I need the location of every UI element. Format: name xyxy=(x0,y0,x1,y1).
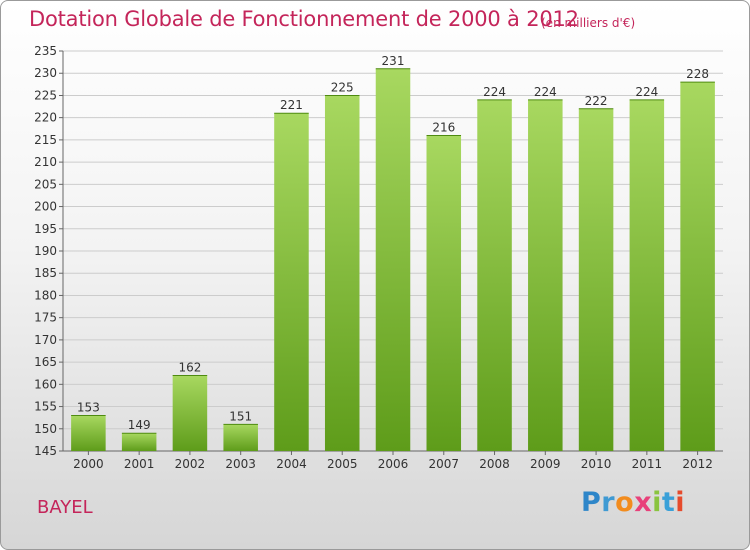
logo-letter: i xyxy=(652,487,662,518)
bar xyxy=(223,424,258,451)
bar xyxy=(324,95,360,451)
logo-letter: t xyxy=(661,487,676,518)
chart-title: Dotation Globale de Fonctionnement de 20… xyxy=(29,7,579,31)
y-tick-label: 220 xyxy=(34,111,57,125)
y-tick-label: 180 xyxy=(34,288,57,302)
x-tick-label: 2002 xyxy=(175,457,206,471)
bar xyxy=(629,99,665,451)
x-tick-label: 2001 xyxy=(124,457,155,471)
data-label: 221 xyxy=(280,98,303,112)
y-tick-label: 150 xyxy=(34,422,57,436)
x-tick-label: 2009 xyxy=(530,457,561,471)
logo-letter: x xyxy=(634,487,653,518)
data-label: 224 xyxy=(483,85,506,99)
y-tick-label: 225 xyxy=(34,88,57,102)
logo-letter: i xyxy=(675,487,686,518)
data-label: 153 xyxy=(77,400,100,414)
bar xyxy=(680,82,715,451)
y-tick-label: 160 xyxy=(34,377,57,391)
y-tick-label: 230 xyxy=(34,66,57,80)
bar xyxy=(172,375,208,451)
proxiti-logo[interactable]: Proxiti xyxy=(581,487,685,518)
y-tick-label: 195 xyxy=(34,222,57,236)
y-tick-label: 235 xyxy=(34,44,57,58)
x-tick-label: 2007 xyxy=(428,457,459,471)
x-tick-label: 2004 xyxy=(276,457,307,471)
y-tick-label: 170 xyxy=(34,333,57,347)
bar xyxy=(121,433,157,451)
data-label: 222 xyxy=(585,94,608,108)
bar xyxy=(71,415,106,451)
x-tick-label: 2011 xyxy=(632,457,663,471)
bar xyxy=(528,99,563,451)
data-label: 162 xyxy=(178,360,201,374)
data-label: 149 xyxy=(128,418,151,432)
bar xyxy=(578,108,614,452)
bar xyxy=(375,68,411,452)
data-label: 151 xyxy=(229,409,252,423)
commune-name: BAYEL xyxy=(37,497,93,518)
y-tick-label: 200 xyxy=(34,200,57,214)
x-tick-label: 2012 xyxy=(682,457,713,471)
bar xyxy=(274,113,309,451)
y-tick-label: 175 xyxy=(34,311,57,325)
data-label: 224 xyxy=(534,85,557,99)
data-label: 231 xyxy=(382,54,405,68)
y-tick-label: 155 xyxy=(34,400,57,414)
data-label: 228 xyxy=(686,67,709,81)
x-tick-label: 2010 xyxy=(581,457,612,471)
y-tick-label: 205 xyxy=(34,177,57,191)
y-tick-label: 215 xyxy=(34,133,57,147)
x-tick-label: 2003 xyxy=(225,457,256,471)
data-label: 225 xyxy=(331,80,354,94)
data-label: 224 xyxy=(635,85,658,99)
x-tick-label: 2006 xyxy=(378,457,409,471)
data-label: 216 xyxy=(432,120,455,134)
x-tick-label: 2000 xyxy=(73,457,104,471)
y-tick-label: 210 xyxy=(34,155,57,169)
y-tick-label: 145 xyxy=(34,444,57,458)
bar xyxy=(477,99,512,451)
y-tick-label: 185 xyxy=(34,266,57,280)
x-tick-label: 2005 xyxy=(327,457,358,471)
y-tick-label: 165 xyxy=(34,355,57,369)
unit-note: (en milliers d'€) xyxy=(541,16,636,30)
logo-letter: P xyxy=(581,487,602,518)
logo-letter: r xyxy=(601,487,616,518)
logo-letter: o xyxy=(615,487,635,518)
bar xyxy=(426,135,462,451)
x-tick-label: 2008 xyxy=(479,457,510,471)
y-tick-label: 190 xyxy=(34,244,57,258)
